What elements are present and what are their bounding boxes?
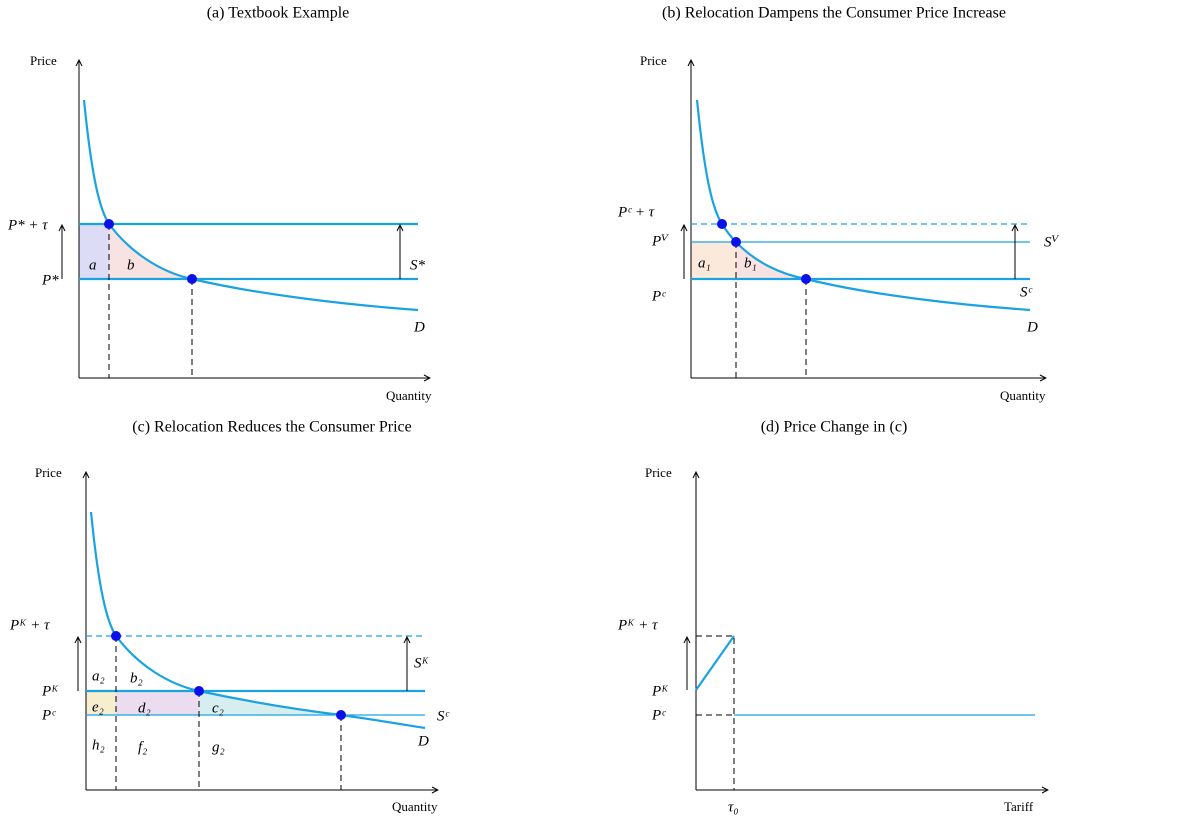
y-axis-label: Price (35, 465, 62, 480)
panel-title: (d) Price Change in (c) (761, 419, 908, 436)
label: d₂ (138, 700, 151, 716)
point (104, 219, 114, 229)
dashed-line (108, 224, 193, 378)
label: Pᴷ + τ (9, 617, 50, 633)
area-e2 (86, 691, 116, 715)
x-axis-label: Quantity (392, 799, 438, 814)
point (731, 237, 741, 247)
dashed-line (735, 242, 807, 378)
label: a (89, 257, 97, 273)
point (801, 274, 811, 284)
label: Pᶜ (651, 707, 666, 723)
demand-curve (695, 99, 1031, 312)
label: Pᶜ (41, 707, 56, 723)
area-a1 (691, 242, 736, 279)
label: b (127, 257, 135, 273)
area-c2 (199, 691, 341, 715)
y-axis-label: Price (645, 465, 672, 480)
label: f₂ (138, 739, 147, 755)
panel-title: (c) Relocation Reduces the Consumer Pric… (132, 419, 411, 436)
label: Pᶜ (651, 288, 666, 304)
label: P* + τ (7, 217, 48, 233)
y-axis-label: Price (640, 53, 667, 68)
panel-d: (d) Price Change in (c) Price Tariff Pᴷ … (617, 419, 1048, 815)
label: a₂ (92, 668, 105, 684)
point (336, 710, 346, 720)
label: Pᴷ (41, 683, 59, 699)
label: D (417, 733, 429, 749)
panel-c: (c) Relocation Reduces the Consumer Pric… (9, 419, 450, 814)
x-axis-label: Quantity (386, 388, 432, 403)
demand-curve (82, 99, 419, 312)
label: b₂ (130, 670, 143, 686)
label: e₂ (92, 699, 104, 715)
dashed-line (115, 636, 342, 790)
label: Sⱽ (1044, 234, 1060, 250)
panel-title: (a) Textbook Example (207, 5, 350, 22)
area-b1 (736, 242, 806, 279)
point (187, 274, 197, 284)
label: τ₀ (728, 799, 739, 815)
label: b₁ (744, 255, 757, 271)
area-d2 (116, 691, 199, 715)
label: Pⱽ (651, 233, 669, 249)
label: Sᶜ (437, 708, 450, 724)
x-axis-label: Quantity (1000, 388, 1046, 403)
label: Pᴷ + τ (617, 617, 658, 633)
label: Pᶜ + τ (617, 204, 655, 220)
label: a₁ (698, 255, 711, 271)
y-axis-label: Price (30, 53, 57, 68)
area-a (79, 224, 109, 279)
panel-a: (a) Textbook Example Price Quantity P* +… (7, 5, 432, 403)
price-path (695, 635, 735, 691)
label: h₂ (92, 737, 105, 753)
label: S* (410, 257, 426, 273)
label: Sᴷ (414, 655, 430, 671)
dashed-line (696, 635, 735, 790)
panel-title: (b) Relocation Dampens the Consumer Pric… (662, 5, 1006, 22)
panel-b: (b) Relocation Dampens the Consumer Pric… (617, 5, 1060, 403)
x-axis-label: Tariff (1004, 799, 1034, 814)
label: Pᴷ (651, 683, 669, 699)
label: D (413, 319, 425, 335)
label: D (1026, 319, 1038, 335)
point (717, 219, 727, 229)
label: P* (41, 272, 59, 288)
label: c₂ (212, 700, 224, 716)
point (194, 686, 204, 696)
area-b (109, 224, 192, 279)
point (111, 631, 121, 641)
label: g₂ (212, 739, 225, 755)
label: Sᶜ (1020, 284, 1033, 300)
